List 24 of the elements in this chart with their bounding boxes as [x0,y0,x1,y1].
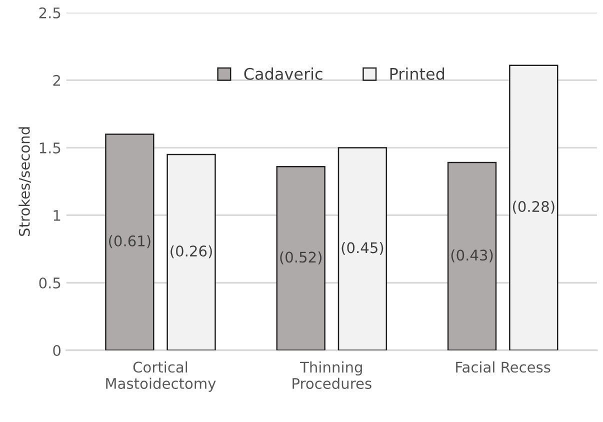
bar [166,154,216,350]
annotation: (0.61) [108,235,150,248]
annotation: (0.26) [170,245,212,258]
bar [276,166,326,350]
bar [338,147,388,350]
annotation: (0.52) [280,251,322,264]
annotation: (0.45) [342,242,384,255]
legend-label: Cadaveric [244,68,322,80]
bar [509,64,558,350]
y-tick-label: 1.5 [40,142,60,154]
bar [105,134,154,350]
y-tick-label: 2.5 [39,7,60,18]
annotation: (0.43) [451,249,493,262]
x-tick-label: Thinning Procedures [292,361,372,389]
y-tick-label: 1 [54,210,60,221]
legend-label: Printed [390,68,444,80]
bar [447,162,497,350]
y-tick-label: 2 [53,74,60,86]
y-tick-label: 0 [53,344,60,356]
annotation: (0.28) [512,200,554,214]
x-tick-label: Facial Recess [456,361,550,373]
y-axis-title: Strokes/second [18,127,32,236]
x-tick-label: Cortical Mastoidectomy [106,361,216,392]
y-tick-label: 0.5 [39,277,60,288]
